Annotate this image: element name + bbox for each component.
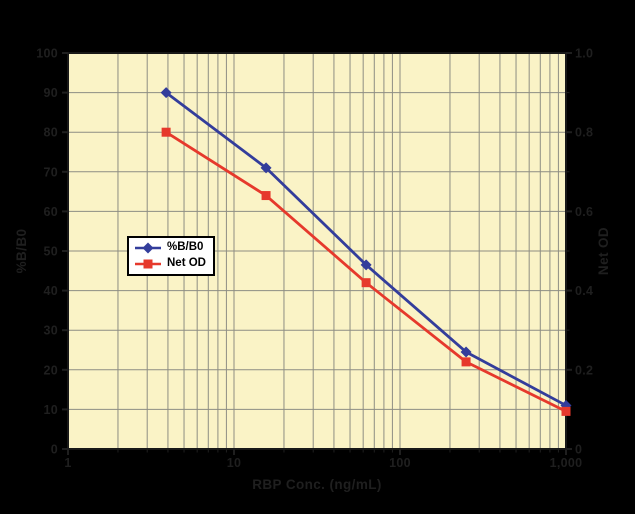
x-axis-title: RBP Conc. (ng/mL) [252, 477, 382, 492]
legend-marker-square-icon [135, 259, 161, 268]
right-axis-title: Net OD [596, 227, 611, 275]
right-y-tick-label: 0 [575, 443, 582, 457]
x-tick-label: 100 [389, 456, 411, 470]
legend-label-net-od: Net OD [167, 256, 206, 269]
left-y-tick-label: 20 [43, 363, 58, 377]
data-point-square [461, 357, 471, 367]
left-y-tick-label: 60 [43, 205, 58, 219]
left-y-tick-label: 30 [43, 324, 58, 338]
right-y-tick-label: 1.0 [575, 47, 593, 61]
data-point-diamond [160, 87, 172, 99]
left-y-tick-label: 40 [43, 284, 58, 298]
data-point-diamond [460, 346, 472, 358]
left-y-tick-label: 0 [51, 443, 58, 457]
data-point-square [161, 127, 171, 137]
data-point-diamond [260, 162, 272, 174]
legend-item-pct-b-b0: %B/B0 [134, 240, 206, 255]
right-y-tick-label: 0.8 [575, 126, 593, 140]
left-y-tick-label: 70 [43, 165, 58, 179]
data-point-diamond [360, 259, 372, 271]
left-y-tick-label: 90 [43, 86, 58, 100]
gridlines [67, 52, 567, 450]
tick-labels: 1 10 100 1,000010203040506070809010000.20.4… [36, 47, 593, 471]
legend: %B/B0 Net OD [127, 236, 215, 276]
data-point-square [561, 406, 571, 416]
x-tick-label: 1,000 [550, 456, 583, 470]
data-point-square [361, 278, 371, 288]
data-point-square [261, 191, 271, 201]
left-y-tick-label: 10 [43, 403, 58, 417]
legend-item-net-od: Net OD [134, 256, 206, 271]
right-y-tick-label: 0.2 [575, 363, 593, 377]
left-axis-title: %B/B0 [14, 229, 29, 274]
right-y-tick-label: 0.6 [575, 205, 593, 219]
legend-marker-diamond-icon [135, 242, 161, 253]
data-series [160, 87, 572, 416]
left-y-tick-label: 100 [36, 47, 58, 61]
x-tick-label: 10 [227, 456, 242, 470]
legend-label-pct-b-b0: %B/B0 [167, 240, 204, 253]
right-y-tick-label: 0.4 [575, 284, 593, 298]
left-y-tick-label: 80 [43, 126, 58, 140]
x-tick-label: 1 [64, 456, 71, 470]
left-y-tick-label: 50 [43, 245, 58, 259]
